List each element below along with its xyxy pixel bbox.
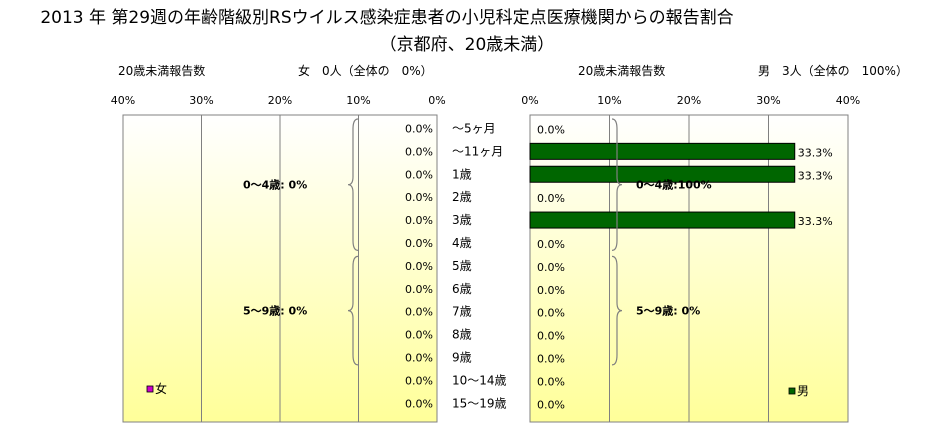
age-category-label: 2歳 xyxy=(452,190,472,204)
right-header-label: 20歳未満報告数 xyxy=(578,64,666,78)
left-x-tick-label: 40% xyxy=(111,94,135,107)
right-group-annotation: 5～9歳: 0% xyxy=(636,304,700,318)
right-group-annotation: 0～4歳:100% xyxy=(636,178,712,192)
female-value-label: 0.0% xyxy=(405,306,433,319)
female-value-label: 0.0% xyxy=(405,168,433,181)
right-x-tick-label: 20% xyxy=(677,94,701,107)
age-category-label: 4歳 xyxy=(452,236,472,250)
right-x-tick-label: 40% xyxy=(836,94,860,107)
female-value-label: 0.0% xyxy=(405,397,433,410)
age-category-label: 6歳 xyxy=(452,282,472,296)
age-category-label: 15～19歳 xyxy=(452,396,507,410)
female-value-label: 0.0% xyxy=(405,145,433,158)
male-value-label: 0.0% xyxy=(537,307,565,320)
age-category-label: 8歳 xyxy=(452,328,472,342)
left-x-tick-label: 10% xyxy=(346,94,370,107)
male-legend-label: 男 xyxy=(797,384,809,398)
left-group-annotation: 5～9歳: 0% xyxy=(243,304,307,318)
left-x-tick-label: 30% xyxy=(189,94,213,107)
female-value-label: 0.0% xyxy=(405,283,433,296)
male-bar xyxy=(529,165,796,183)
male-bar xyxy=(529,142,796,160)
male-legend-swatch xyxy=(788,387,796,395)
chart-subtitle: （京都府、20歳未満） xyxy=(379,35,555,55)
female-legend-label: 女 xyxy=(155,381,167,396)
right-x-tick-label: 10% xyxy=(597,94,621,107)
age-category-label: 5歳 xyxy=(452,259,472,273)
male-value-label: 0.0% xyxy=(537,330,565,343)
male-value-label: 0.0% xyxy=(537,398,565,411)
left-group-annotation: 0～4歳: 0% xyxy=(243,178,307,192)
age-category-label: ～5ヶ月 xyxy=(452,121,496,135)
right-header-summary: 男 3人（全体の 100%） xyxy=(758,64,908,78)
age-category-label: 1歳 xyxy=(452,167,472,181)
female-legend-swatch xyxy=(146,385,154,393)
right-x-tick-label: 0% xyxy=(521,94,538,107)
left-brace-0-4 xyxy=(347,118,359,251)
left-brace-5-9 xyxy=(347,255,359,366)
female-value-label: 0.0% xyxy=(405,260,433,273)
female-value-label: 0.0% xyxy=(405,237,433,250)
age-category-label: 10～14歳 xyxy=(452,373,507,387)
male-value-label: 0.0% xyxy=(537,352,565,365)
male-bar xyxy=(529,211,796,229)
age-category-label: 7歳 xyxy=(452,305,472,319)
right-brace-0-4 xyxy=(611,118,623,251)
age-category-label: 9歳 xyxy=(452,350,472,364)
male-value-label: 0.0% xyxy=(537,123,565,136)
chart-title: 2013 年 第29週の年齢階級別RSウイルス感染症患者の小児科定点医療機関から… xyxy=(40,8,734,28)
female-value-label: 0.0% xyxy=(405,122,433,135)
female-value-label: 0.0% xyxy=(405,374,433,387)
male-value-label: 0.0% xyxy=(537,192,565,205)
male-value-label: 33.3% xyxy=(798,146,833,159)
male-value-label: 33.3% xyxy=(798,169,833,182)
female-value-label: 0.0% xyxy=(405,191,433,204)
left-x-tick-label: 20% xyxy=(268,94,292,107)
male-value-label: 0.0% xyxy=(537,284,565,297)
left-x-tick-label: 0% xyxy=(428,94,445,107)
male-value-label: 0.0% xyxy=(537,238,565,251)
male-value-label: 33.3% xyxy=(798,215,833,228)
female-value-label: 0.0% xyxy=(405,351,433,364)
age-category-label: ～11ヶ月 xyxy=(452,144,503,158)
male-value-label: 0.0% xyxy=(537,261,565,274)
left-header-summary: 女 0人（全体の 0%） xyxy=(298,64,433,78)
left-header-label: 20歳未満報告数 xyxy=(118,64,206,78)
female-value-label: 0.0% xyxy=(405,329,433,342)
right-brace-5-9 xyxy=(611,255,623,366)
female-value-label: 0.0% xyxy=(405,214,433,227)
male-value-label: 0.0% xyxy=(537,375,565,388)
right-x-tick-label: 30% xyxy=(756,94,780,107)
age-category-label: 3歳 xyxy=(452,213,472,227)
